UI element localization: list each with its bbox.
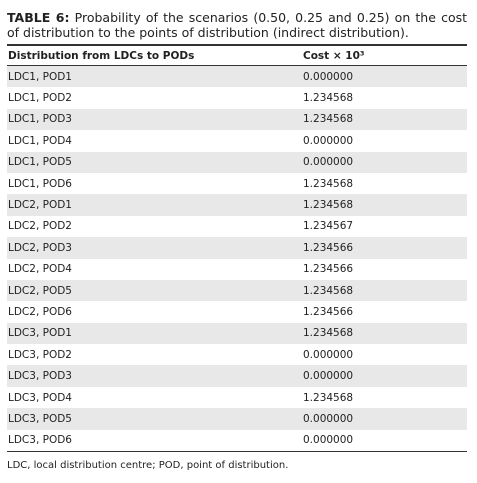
table-body: LDC1, POD1 0.000000 LDC1, POD2 1.234568 LDC1… xyxy=(7,65,467,452)
cost-cell: 1.234567 xyxy=(303,220,354,233)
table-row: LDC1, POD5 0.000000 xyxy=(7,151,467,173)
cost-cell: 0.000000 xyxy=(303,348,354,361)
table-row: LDC1, POD1 0.000000 xyxy=(7,65,467,88)
cost-cell: 0.000000 xyxy=(303,156,354,169)
route-cell: LDC2, POD6 xyxy=(8,305,72,318)
cost-cell: 1.234568 xyxy=(303,327,354,340)
table-row: LDC3, POD6 0.000000 xyxy=(7,430,467,452)
route-cell: LDC3, POD3 xyxy=(8,370,72,383)
route-cell: LDC3, POD1 xyxy=(8,327,72,340)
table-row: LDC2, POD6 1.234566 xyxy=(7,301,467,322)
route-cell: LDC1, POD4 xyxy=(8,134,72,147)
route-cell: LDC1, POD6 xyxy=(8,177,72,190)
table-row: LDC2, POD4 1.234566 xyxy=(7,259,467,280)
route-cell: LDC3, POD5 xyxy=(8,412,72,425)
cost-cell: 0.000000 xyxy=(303,70,354,83)
header-cell: Cost × 10³ xyxy=(303,49,365,62)
cost-cell: 0.000000 xyxy=(303,412,354,425)
table-row: LDC1, POD6 1.234568 xyxy=(7,173,467,194)
table-row: LDC3, POD4 1.234568 xyxy=(7,387,467,408)
cost-cell: 1.234568 xyxy=(303,92,354,105)
route-cell: LDC1, POD5 xyxy=(8,156,72,169)
cost-cell: 1.234566 xyxy=(303,241,354,254)
table-row: LDC3, POD3 0.000000 xyxy=(7,365,467,387)
table-row: LDC1, POD3 1.234568 xyxy=(7,108,467,131)
cost-cell: 1.234566 xyxy=(303,305,354,318)
cost-cell: 0.000000 xyxy=(303,134,354,147)
table-row: LDC1, POD4 0.000000 xyxy=(7,130,467,151)
table-row: LDC3, POD1 1.234568 xyxy=(7,322,467,345)
route-cell: LDC2, POD3 xyxy=(8,241,72,254)
caption-label: TABLE 6: xyxy=(7,10,70,25)
route-cell: LDC3, POD2 xyxy=(8,348,72,361)
table-row: LDC3, POD2 0.000000 xyxy=(7,344,467,365)
caption-text: Probability of the scenarios (0.50, 0.25… xyxy=(7,10,468,40)
table-row: LDC2, POD3 1.234566 xyxy=(7,237,467,259)
header-cell: Distribution from LDCs to PODs xyxy=(8,49,195,62)
route-cell: LDC2, POD4 xyxy=(8,263,72,276)
route-cell: LDC2, POD2 xyxy=(8,220,72,233)
route-cell: LDC2, POD5 xyxy=(8,284,72,297)
table-row: LDC3, POD5 0.000000 xyxy=(7,408,467,430)
cost-cell: 1.234568 xyxy=(303,391,354,404)
footnote: LDC, local distribution centre; POD, poi… xyxy=(7,460,289,471)
route-cell: LDC1, POD1 xyxy=(8,70,72,83)
caption: TABLE 6: Probability of the scenarios (0… xyxy=(7,10,467,40)
cost-cell: 0.000000 xyxy=(303,434,354,447)
header-row: Distribution from LDCs to PODs Cost × 10… xyxy=(7,45,467,66)
route-cell: LDC3, POD6 xyxy=(8,434,72,447)
cost-cell: 1.234568 xyxy=(303,199,354,212)
table-row: LDC1, POD2 1.234568 xyxy=(7,87,467,108)
route-cell: LDC3, POD4 xyxy=(8,391,72,404)
table-row: LDC2, POD2 1.234567 xyxy=(7,216,467,237)
cost-cell: 1.234568 xyxy=(303,284,354,297)
route-cell: LDC1, POD3 xyxy=(8,113,72,126)
route-cell: LDC1, POD2 xyxy=(8,92,72,105)
table-row: LDC2, POD1 1.234568 xyxy=(7,194,467,216)
table: Distribution from LDCs to PODs Cost × 10… xyxy=(7,44,467,452)
cost-cell: 1.234568 xyxy=(303,113,354,126)
cost-cell: 1.234568 xyxy=(303,177,354,190)
table-row: LDC2, POD5 1.234568 xyxy=(7,279,467,302)
cost-cell: 1.234566 xyxy=(303,263,354,276)
cost-cell: 0.000000 xyxy=(303,370,354,383)
route-cell: LDC2, POD1 xyxy=(8,199,72,212)
